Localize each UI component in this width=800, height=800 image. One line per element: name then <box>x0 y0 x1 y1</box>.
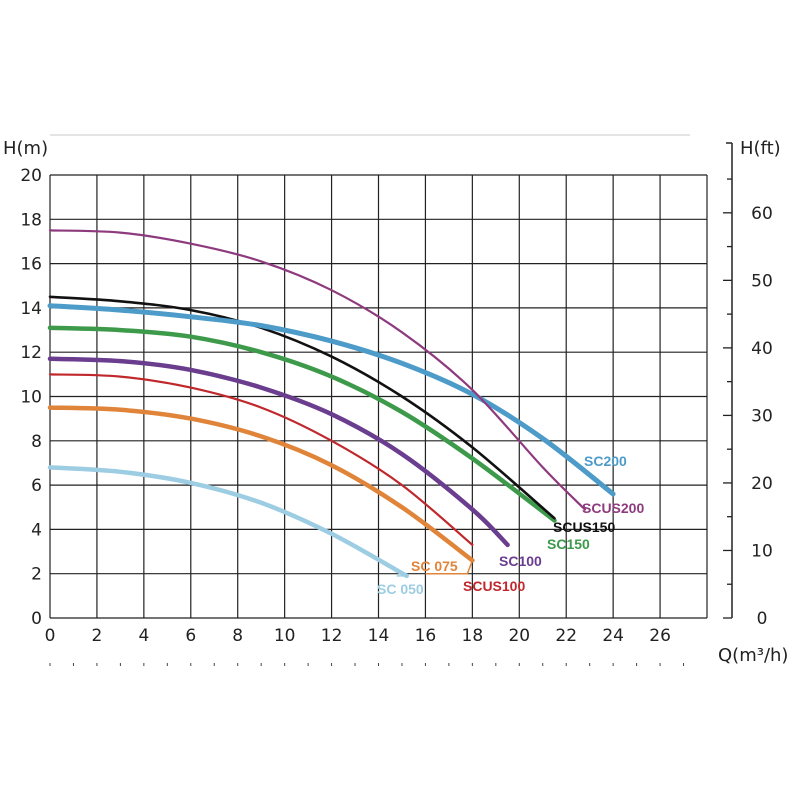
y2-tick-label: 30 <box>751 406 773 426</box>
y2-tick-label: 40 <box>751 339 773 359</box>
x-tick-label: 22 <box>555 626 577 646</box>
series-curve <box>48 295 556 520</box>
x-tick-label: 8 <box>232 626 243 646</box>
y2-tick-label: 10 <box>751 541 773 561</box>
y-tick-label: 14 <box>20 299 42 319</box>
y-tick-label: 16 <box>20 255 42 275</box>
x-tick-label: 24 <box>602 626 624 646</box>
series-curve <box>47 325 557 523</box>
y2-tick-label: 0 <box>757 609 768 629</box>
y-tick-label: 12 <box>20 343 42 363</box>
series-label: SC 075 <box>411 558 458 574</box>
y-axis-title: H(m) <box>3 138 48 159</box>
series-label: SCUS200 <box>582 500 644 516</box>
curves <box>47 229 616 579</box>
y-tick-label: 18 <box>20 210 42 230</box>
y-tick-label: 20 <box>20 166 42 186</box>
x-tick-label: 0 <box>45 626 56 646</box>
x-tick-label: 2 <box>92 626 103 646</box>
series-curve <box>48 373 474 546</box>
series-curve <box>47 356 510 548</box>
x-tick-label: 16 <box>415 626 437 646</box>
x-tick-label: 10 <box>274 626 296 646</box>
x-tick-label: 18 <box>462 626 484 646</box>
y2-axis-title: H(ft) <box>740 138 781 159</box>
y-tick-label: 8 <box>31 432 42 452</box>
series-label: SC150 <box>547 536 590 552</box>
series-label: SCUS150 <box>553 519 615 535</box>
y-tick-label: 4 <box>31 520 42 540</box>
y2-tick-label: 20 <box>751 474 773 494</box>
x-tick-label: 6 <box>185 626 196 646</box>
series-curve <box>47 465 409 579</box>
series-label: SC 050 <box>377 581 424 597</box>
x-tick-label: 20 <box>508 626 530 646</box>
y-tick-label: 2 <box>31 565 42 585</box>
x-tick-label: 4 <box>138 626 149 646</box>
label-leader-line <box>425 560 474 575</box>
series-curve <box>48 229 587 511</box>
y2-tick-label: 60 <box>751 204 773 224</box>
y-tick-label: 0 <box>31 609 42 629</box>
x-tick-label: 12 <box>321 626 343 646</box>
series-label: SCUS100 <box>463 578 525 594</box>
x-axis-title: Q(m³/h) <box>718 645 788 666</box>
y-tick-label: 6 <box>31 476 42 496</box>
x-tick-label: 14 <box>368 626 390 646</box>
series-curve <box>47 303 616 497</box>
series-label: SC200 <box>584 453 627 469</box>
y-tick-label: 10 <box>20 388 42 408</box>
grid <box>49 174 708 619</box>
y2-tick-label: 50 <box>751 271 773 291</box>
series-label: SC100 <box>499 553 542 569</box>
series-curve <box>47 405 475 563</box>
x-tick-label: 26 <box>649 626 671 646</box>
